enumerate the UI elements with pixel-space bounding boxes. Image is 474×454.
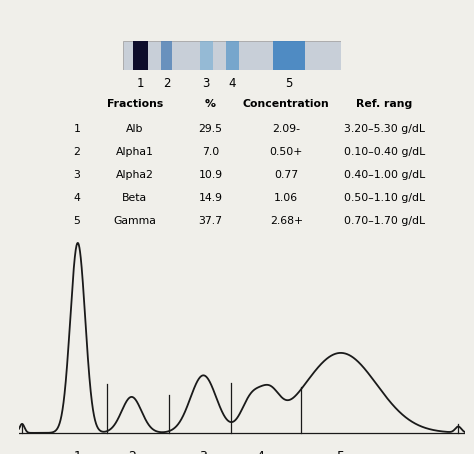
Text: 7.0: 7.0 [202,147,219,157]
Text: Ref. rang: Ref. rang [356,99,412,109]
Text: Fractions: Fractions [107,99,163,109]
Text: 29.5: 29.5 [199,124,223,134]
Text: 0.50+: 0.50+ [270,147,303,157]
Text: Concentration: Concentration [243,99,330,109]
Text: 5: 5 [73,216,80,226]
Text: Gamma: Gamma [113,216,156,226]
Text: 1: 1 [137,77,145,90]
Text: 10.9: 10.9 [199,170,223,180]
Text: 2: 2 [128,450,136,454]
FancyBboxPatch shape [123,41,341,70]
Text: 2.09-: 2.09- [272,124,301,134]
Text: 1: 1 [73,124,80,134]
Bar [273,41,305,70]
Text: Alpha1: Alpha1 [116,147,154,157]
Text: 3.20–5.30 g/dL: 3.20–5.30 g/dL [344,124,425,134]
Text: 0.50–1.10 g/dL: 0.50–1.10 g/dL [344,193,425,203]
Bar [226,41,239,70]
Text: Alb: Alb [126,124,144,134]
Bar [133,41,148,70]
Text: 14.9: 14.9 [199,193,223,203]
Text: 0.40–1.00 g/dL: 0.40–1.00 g/dL [344,170,425,180]
Text: 4: 4 [256,450,264,454]
Text: 3: 3 [73,170,80,180]
Text: Alpha2: Alpha2 [116,170,154,180]
Text: 0.10–0.40 g/dL: 0.10–0.40 g/dL [344,147,425,157]
Text: 5: 5 [337,450,345,454]
Text: 1: 1 [74,450,82,454]
Text: 2: 2 [163,77,171,90]
Text: 2.68+: 2.68+ [270,216,303,226]
Text: 0.77: 0.77 [274,170,298,180]
Text: 1.06: 1.06 [274,193,298,203]
Text: 2: 2 [73,147,80,157]
Text: %: % [205,99,216,109]
Text: 37.7: 37.7 [199,216,223,226]
Text: 0.70–1.70 g/dL: 0.70–1.70 g/dL [344,216,425,226]
Text: Beta: Beta [122,193,147,203]
Text: 5: 5 [285,77,292,90]
Bar [161,41,172,70]
Text: 4: 4 [73,193,80,203]
Text: 3: 3 [200,450,207,454]
Bar [200,41,213,70]
Text: 4: 4 [228,77,236,90]
Text: 3: 3 [202,77,210,90]
